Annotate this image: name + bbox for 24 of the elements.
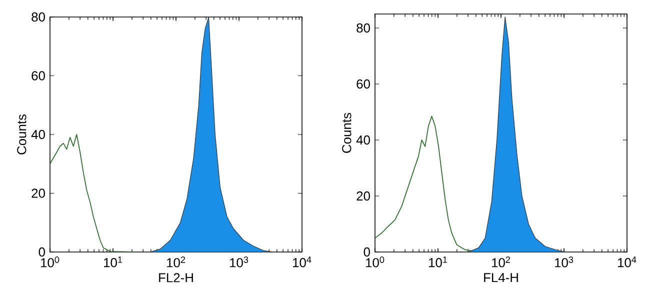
- y-tick-label: 60: [32, 71, 45, 80]
- y-axis-title: Counts: [342, 112, 352, 153]
- y-tick-label: 20: [356, 191, 370, 201]
- x-tick-label: 10$^{0}$: [41, 256, 60, 268]
- y-tick-label: 40: [31, 130, 45, 140]
- x-axis-title: FL2-H: [159, 273, 193, 282]
- x-tick-label: 10$^{4}$: [618, 256, 636, 268]
- x-tick-label: 10$^{3}$: [230, 256, 248, 268]
- y-tick-label: 0: [38, 247, 45, 257]
- x-tick-label: 10$^{1}$: [429, 256, 448, 268]
- y-tick-label: 80: [356, 23, 370, 33]
- y-tick-label: 60: [356, 79, 370, 89]
- y-tick-label: 40: [356, 135, 370, 145]
- y-tick-label: 80: [32, 12, 45, 22]
- x-tick-label: 10$^{3}$: [555, 256, 574, 268]
- y-tick-label: 0: [364, 247, 370, 257]
- x-tick-label: 10$^{2}$: [167, 256, 186, 268]
- x-tick-label: 10$^{4}$: [293, 256, 312, 268]
- x-tick-label: 10$^{0}$: [366, 256, 384, 268]
- x-tick-label: 10$^{2}$: [492, 256, 510, 268]
- y-axis-title: Counts: [17, 114, 26, 154]
- x-tick-label: 10$^{1}$: [104, 256, 122, 268]
- y-tick-label: 20: [32, 188, 45, 198]
- x-axis-title: FL4-H: [484, 273, 518, 282]
